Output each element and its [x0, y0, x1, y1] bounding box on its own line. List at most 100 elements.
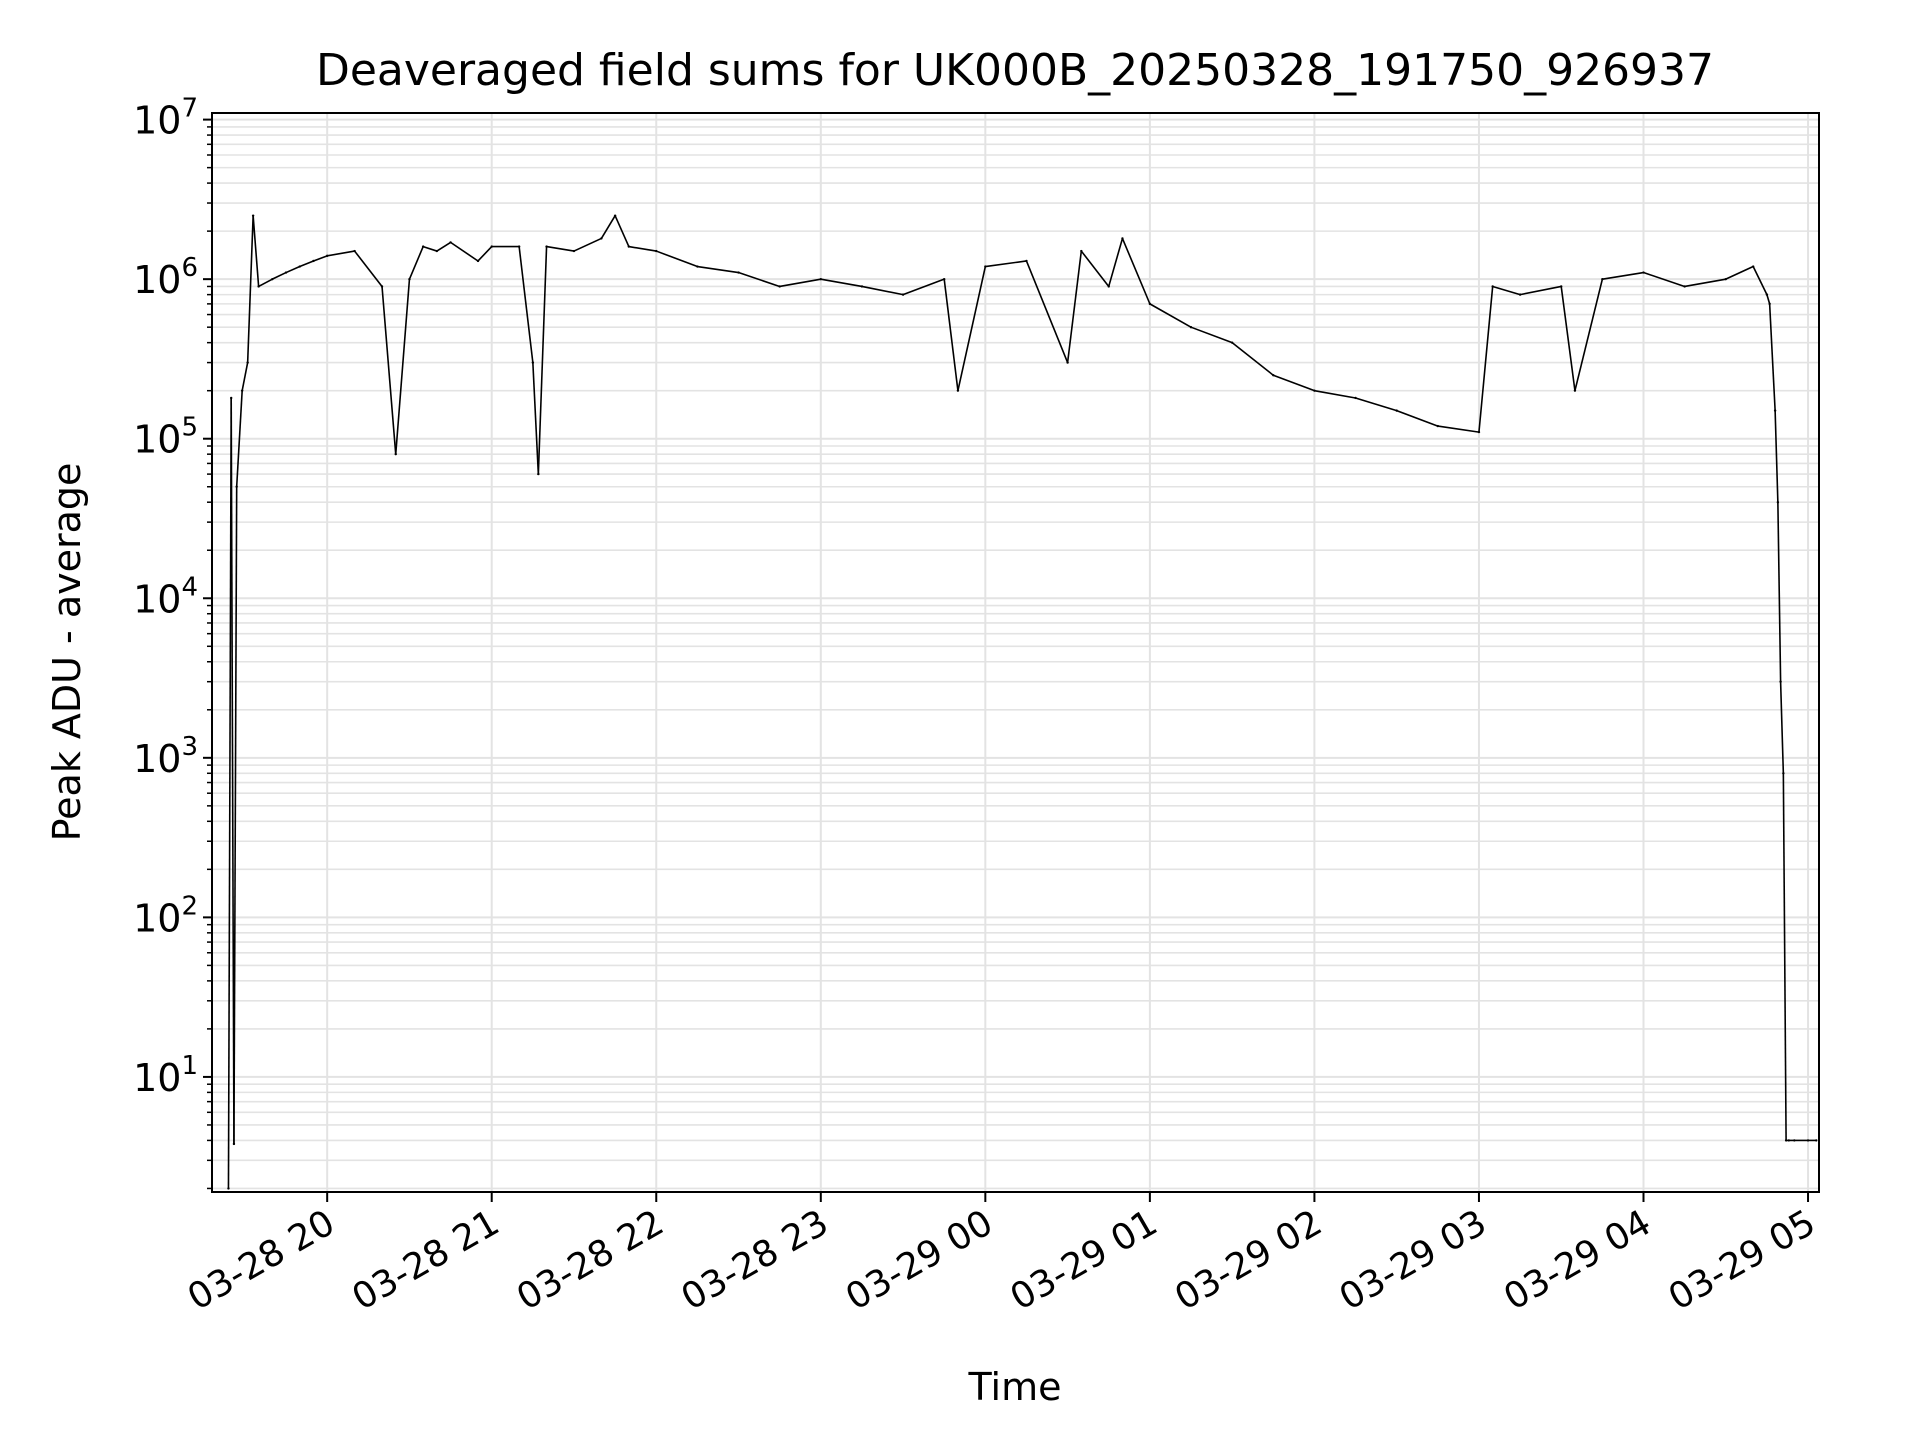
series-segment [957, 266, 987, 391]
series-segment [600, 215, 616, 239]
series-segment [1684, 278, 1726, 288]
data-point [1768, 302, 1771, 306]
data-point [232, 1142, 236, 1146]
chart-title: Deaveraged field sums for UK000B_2025032… [316, 45, 1714, 96]
series-segment [1314, 389, 1356, 399]
series-segment [628, 245, 657, 252]
series-segment [1080, 250, 1110, 287]
series-segment [258, 278, 273, 288]
data-point [1107, 285, 1110, 288]
data-point [1477, 430, 1481, 434]
data-point [435, 249, 439, 253]
series-segment [779, 278, 821, 288]
data-point [490, 245, 493, 248]
series-segment [353, 250, 383, 287]
data-point [572, 249, 576, 253]
series-segment [235, 390, 243, 487]
data-point [613, 214, 617, 217]
series-segment [532, 362, 540, 475]
series-segment [1190, 326, 1233, 344]
series-segment [241, 362, 249, 391]
data-point [1601, 277, 1604, 281]
data-point [984, 265, 987, 268]
series-segment [1782, 773, 1787, 1141]
data-point [600, 237, 603, 240]
data-point [1724, 277, 1727, 281]
series-segment [271, 271, 287, 280]
data-point [353, 249, 356, 253]
series-segment [1272, 374, 1315, 392]
series-segment [394, 279, 411, 455]
data-point [325, 254, 329, 258]
data-point [1776, 501, 1780, 504]
data-point [1395, 409, 1398, 412]
series-segment [233, 486, 238, 1144]
series-segment [1492, 285, 1521, 296]
series-segment [313, 255, 328, 262]
series-segment [1396, 409, 1439, 427]
data-point [942, 277, 946, 281]
data-point [1793, 1139, 1796, 1142]
data-point [1066, 361, 1069, 364]
series-segment [1779, 681, 1785, 774]
data-point [517, 245, 521, 248]
data-point [298, 265, 301, 268]
data-point [312, 259, 315, 263]
data-point [1025, 259, 1028, 263]
series-segment [614, 215, 630, 247]
data-point [1121, 237, 1124, 240]
data-point [394, 452, 397, 456]
data-point [408, 277, 411, 281]
plot-frame [211, 112, 1820, 1193]
data-point [271, 277, 274, 281]
series-segment [655, 250, 698, 268]
series-segment [1107, 238, 1124, 287]
data-point [1148, 302, 1152, 306]
y-axis-label: Peak ADU - average [45, 463, 89, 842]
y-tick-label: 106 [133, 253, 198, 302]
series-segment [1768, 303, 1776, 411]
data-point [655, 249, 658, 253]
series-segment [285, 265, 301, 274]
data-point [1560, 285, 1563, 288]
series-segment [820, 278, 863, 288]
series-segment [1752, 266, 1768, 295]
data-point [1806, 1139, 1810, 1142]
data-point [257, 285, 260, 288]
y-tick-label: 104 [133, 572, 198, 621]
data-point [1779, 680, 1782, 683]
data-series [227, 214, 1818, 1190]
data-point [819, 277, 822, 281]
data-point [627, 245, 631, 248]
series-segment [943, 279, 959, 391]
series-segment [1774, 410, 1779, 503]
data-point [1773, 409, 1777, 412]
y-tick-label: 107 [133, 94, 198, 143]
data-point [737, 271, 740, 274]
data-point [1782, 772, 1785, 775]
data-point [1642, 271, 1645, 274]
data-point [1573, 389, 1577, 392]
data-point [1765, 293, 1769, 296]
data-point [449, 241, 452, 244]
data-point [1784, 1139, 1788, 1142]
data-point [531, 361, 535, 364]
y-tick-label: 102 [133, 891, 198, 940]
series-segment [477, 246, 493, 262]
series-segment [230, 397, 235, 1144]
series-segment [1231, 342, 1274, 376]
series-segment [1149, 303, 1192, 328]
data-point [1313, 389, 1316, 392]
series-segment [227, 397, 232, 1189]
series-segment [1478, 286, 1494, 433]
data-point [901, 293, 905, 296]
series-segment [573, 237, 602, 252]
data-point [778, 285, 781, 288]
data-point [1815, 1139, 1818, 1142]
series-segment [1121, 238, 1151, 305]
series-segment [1025, 260, 1069, 363]
data-point [1080, 249, 1083, 253]
grid [212, 113, 1819, 1192]
series-segment [1766, 294, 1771, 305]
data-point [284, 271, 288, 274]
